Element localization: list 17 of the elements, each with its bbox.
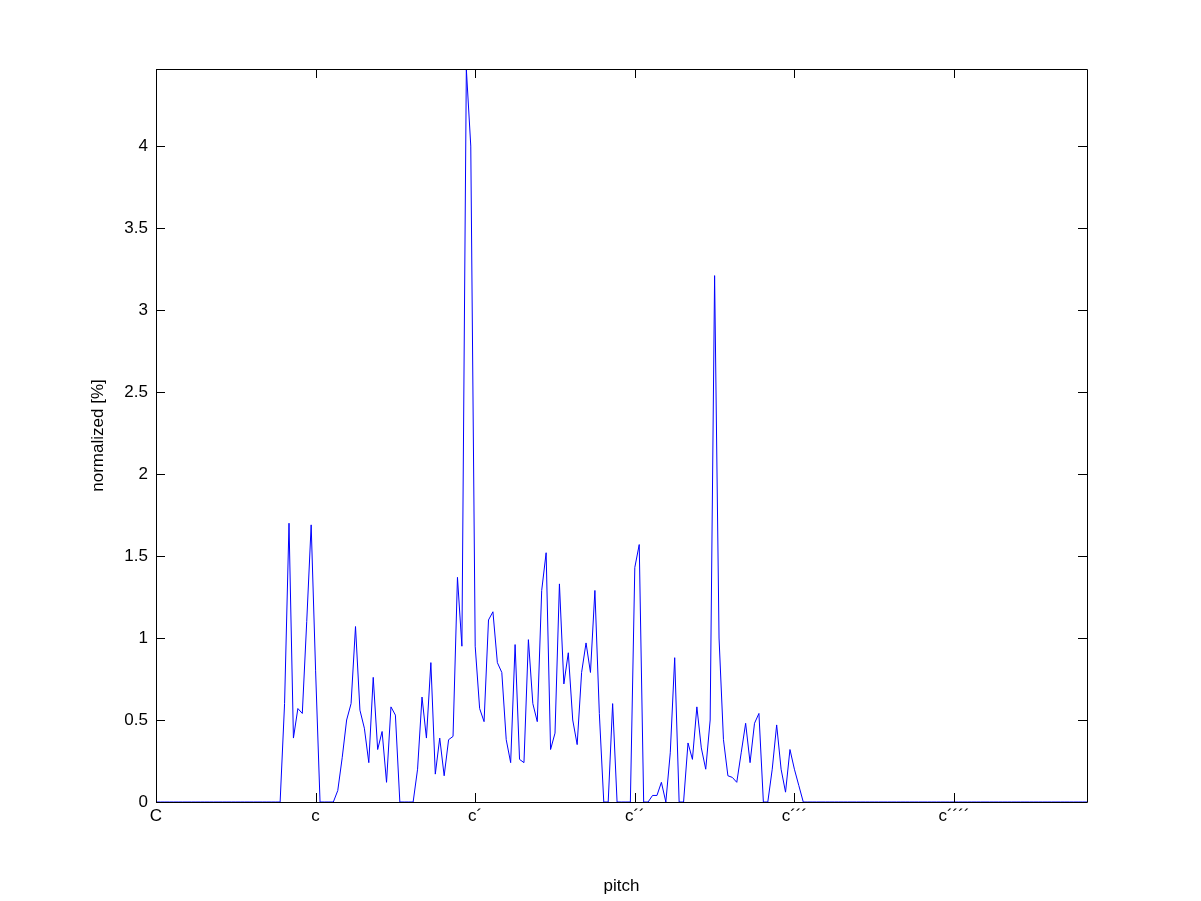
y-tick-label: 0.5 xyxy=(124,709,148,729)
y-tick-label: 0 xyxy=(138,791,148,811)
y-tick-label: 3 xyxy=(138,299,148,319)
x-tick-label: c´ xyxy=(468,805,483,825)
y-tick-label: 3.5 xyxy=(124,217,148,237)
y-axis-title: normalized [%] xyxy=(87,379,107,492)
y-tick-label: 1 xyxy=(138,627,148,647)
y-tick-label: 4 xyxy=(138,135,148,155)
y-tick-label: 1.5 xyxy=(124,545,148,565)
x-tick-label: c´´ xyxy=(624,805,645,825)
x-tick-label: C xyxy=(149,805,163,825)
x-tick-label: c xyxy=(311,805,321,825)
x-axis-title: pitch xyxy=(603,876,640,896)
x-tick-label: c´´´´ xyxy=(938,805,970,825)
y-tick-label: 2 xyxy=(138,463,148,483)
x-tick-label: c´´´ xyxy=(781,805,808,825)
y-tick-label: 2.5 xyxy=(124,381,148,401)
